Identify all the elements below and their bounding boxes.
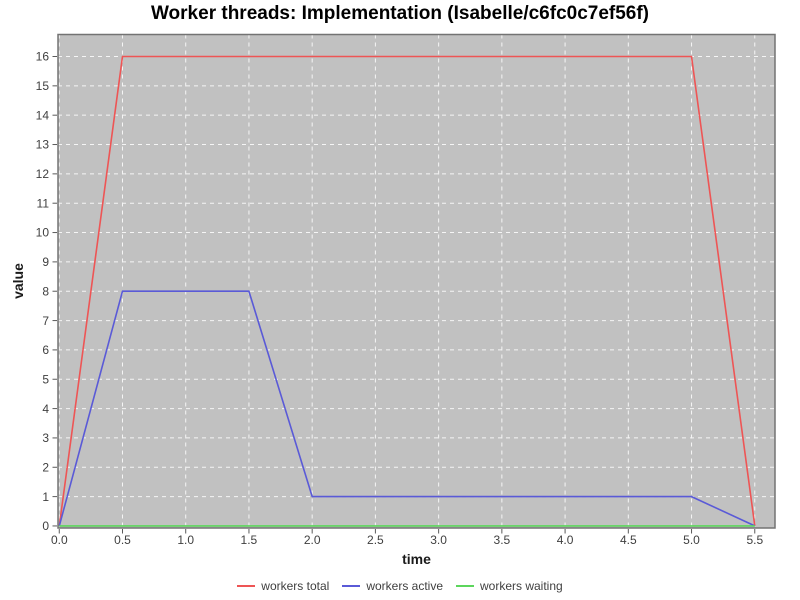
legend-item-workers-total: workers total [237,579,329,593]
legend-item-workers-waiting: workers waiting [456,579,563,593]
gridlines [58,34,775,528]
x-tick-label: 5.0 [683,533,700,547]
y-tick-label: 12 [36,167,50,181]
x-tick-label: 1.5 [241,533,258,547]
y-tick-label: 1 [42,490,49,504]
y-tick-label: 3 [42,431,49,445]
x-tick-label: 4.5 [620,533,637,547]
y-tick-label: 15 [36,79,50,93]
y-tick-label: 13 [36,138,50,152]
legend-label: workers waiting [480,579,563,593]
x-tick-label: 3.5 [494,533,511,547]
series-line-workers-active [58,290,756,527]
x-tick-label: 3.0 [430,533,447,547]
x-tick-label: 2.0 [304,533,321,547]
x-axis-label: time [402,551,431,567]
legend-line-icon [237,585,256,587]
y-axis-label: value [10,263,26,299]
chart-title: Worker threads: Implementation (Isabelle… [150,3,650,24]
y-tick-label: 0 [42,519,49,533]
x-tick-label: 1.0 [177,533,194,547]
legend-label: workers total [261,579,330,593]
legend-line-icon [456,585,474,587]
y-tick-label: 7 [42,314,49,328]
y-tick-label: 11 [37,196,50,210]
y-tick-label: 4 [42,402,49,416]
series-lines [58,55,756,527]
x-tick-label: 5.5 [746,533,763,547]
y-tick-label: 6 [42,343,49,357]
x-tick-label: 2.5 [367,533,384,547]
x-tick-label: 0.5 [114,533,131,547]
axis-tick-labels: 0.0 0.5 1.0 1.5 2.0 2.5 3.0 3.5 4.0 4.5 5.0 5.50123… [36,50,764,547]
y-tick-label: 9 [42,255,49,269]
y-axis-label-wrap: value [2,34,34,528]
x-tick-label: 4.0 [557,533,574,547]
legend-line-icon [342,585,361,587]
x-tick-label: 0.0 [51,533,68,547]
y-tick-label: 14 [36,108,50,122]
legend-item-workers-active: workers active [342,579,443,593]
y-tick-label: 10 [36,226,50,240]
series-line-workers-total [58,55,756,527]
plot-area [58,34,775,528]
legend-label: workers active [366,579,443,593]
plot-frame [57,33,776,529]
y-tick-label: 16 [36,50,50,64]
y-tick-label: 2 [42,461,49,475]
y-tick-label: 5 [42,372,49,386]
chart-legend: workers total workers active workers wai… [0,579,800,593]
axis-ticks [52,56,756,534]
y-tick-label: 8 [42,284,49,298]
